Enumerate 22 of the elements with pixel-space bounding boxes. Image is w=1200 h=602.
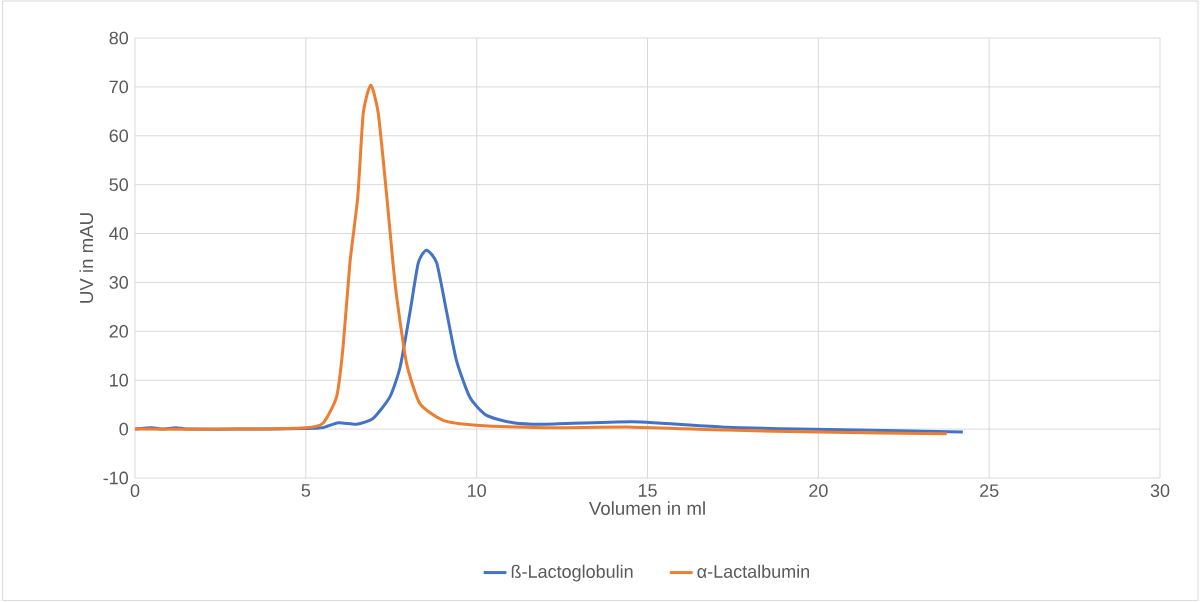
x-axis-title: Volumen in ml xyxy=(588,501,705,515)
line-series xyxy=(133,83,949,436)
x-tick-label: 10 xyxy=(468,484,486,497)
y-tick-label: 30 xyxy=(109,276,129,289)
legend-label: ß-Lactoglobulin xyxy=(511,564,633,582)
x-tick-label: 25 xyxy=(980,484,999,497)
y-tick-label: 40 xyxy=(109,227,129,240)
y-axis-title: UV in mAU xyxy=(79,213,94,303)
y-tick-label: 70 xyxy=(109,80,129,94)
x-tick-label: 5 xyxy=(301,484,311,497)
y-tick-label: 50 xyxy=(109,178,129,192)
x-tick-label: 0 xyxy=(130,484,140,497)
y-tick-label: 80 xyxy=(109,31,129,45)
y-tick-label: 20 xyxy=(109,324,129,338)
y-tick-label: 0 xyxy=(119,422,129,436)
x-tick-label: 30 xyxy=(1150,484,1170,497)
x-tick-label: 15 xyxy=(638,484,657,497)
x-tick-label: 20 xyxy=(809,484,828,497)
y-tick-label: -10 xyxy=(103,471,129,485)
y-tick-label: 10 xyxy=(110,373,129,387)
y-tick-label: 60 xyxy=(109,129,129,143)
legend-label: α-Lactalbumin xyxy=(697,564,810,578)
